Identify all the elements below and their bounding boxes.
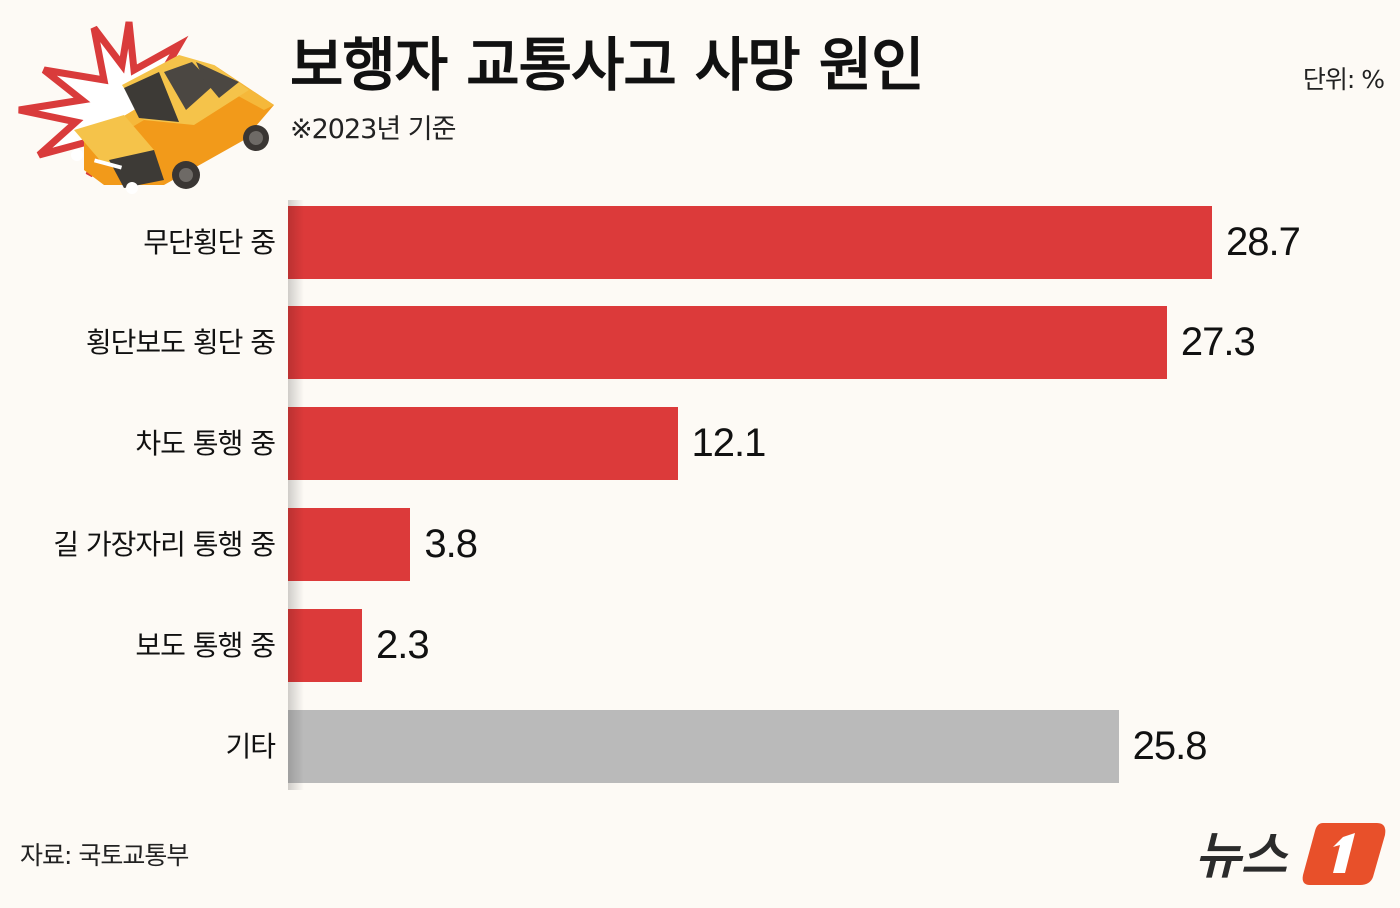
bar	[288, 407, 678, 480]
value-label: 2.3	[376, 623, 430, 667]
bar	[288, 710, 1119, 783]
bar	[288, 609, 363, 682]
news1-logo-icon: 뉴스	[1195, 823, 1386, 885]
bar	[288, 508, 411, 581]
value-label: 3.8	[424, 522, 478, 566]
category-label: 기타	[225, 730, 276, 763]
chart-row: 길 가장자리 통행 중 3.8	[0, 508, 1400, 581]
value-label: 12.1	[691, 421, 767, 465]
logo-text: 뉴스	[1195, 827, 1289, 885]
category-label: 횡단보도 횡단 중	[85, 326, 276, 359]
value-label: 25.8	[1132, 724, 1208, 768]
category-label: 차도 통행 중	[135, 427, 276, 460]
source-note: 자료: 국토교통부	[20, 841, 189, 870]
chart-row: 무단횡단 중 28.7	[0, 206, 1400, 279]
chart-row: 횡단보도 횡단 중 27.3	[0, 306, 1400, 379]
value-label: 28.7	[1226, 220, 1301, 264]
car-crash-icon	[18, 21, 274, 194]
chart-row: 차도 통행 중 12.1	[0, 407, 1400, 480]
chart-row: 기타 25.8	[0, 710, 1400, 783]
chart-title: 보행자 교통사고 사망 원인	[290, 31, 925, 99]
value-label: 27.3	[1180, 320, 1256, 364]
category-label: 무단횡단 중	[143, 226, 276, 259]
bar	[288, 306, 1167, 379]
category-label: 길 가장자리 통행 중	[53, 528, 276, 561]
bar	[288, 206, 1212, 279]
chart-subtitle: ※2023년 기준	[290, 114, 456, 145]
axis-shadow	[288, 200, 304, 790]
chart-row: 보도 통행 중 2.3	[0, 609, 1400, 682]
unit-label: 단위: %	[1302, 65, 1385, 94]
category-label: 보도 통행 중	[135, 629, 276, 662]
